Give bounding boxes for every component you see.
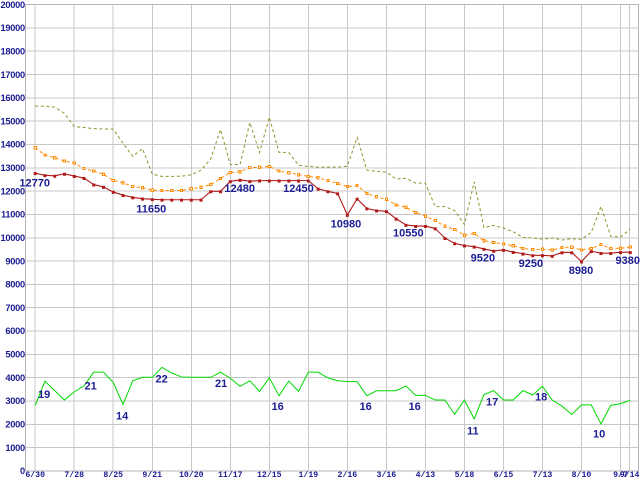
svg-text:12450: 12450 — [283, 183, 314, 195]
svg-text:11/17: 11/17 — [218, 470, 243, 480]
svg-text:9380: 9380 — [616, 255, 640, 267]
svg-text:8/10: 8/10 — [572, 470, 592, 480]
svg-text:9/14: 9/14 — [620, 470, 640, 480]
svg-text:20000: 20000 — [1, 0, 25, 10]
svg-text:13000: 13000 — [1, 163, 25, 173]
svg-text:0: 0 — [20, 466, 25, 476]
svg-text:12000: 12000 — [1, 186, 25, 196]
svg-text:14: 14 — [116, 411, 129, 423]
svg-text:3000: 3000 — [5, 396, 25, 406]
svg-text:10000: 10000 — [1, 233, 25, 243]
svg-text:7000: 7000 — [5, 303, 25, 313]
svg-text:10550: 10550 — [393, 228, 424, 240]
svg-text:5/18: 5/18 — [455, 470, 475, 480]
svg-text:19000: 19000 — [1, 23, 25, 33]
svg-text:7/13: 7/13 — [533, 470, 553, 480]
svg-text:1000: 1000 — [5, 443, 25, 453]
svg-text:18: 18 — [535, 392, 547, 404]
svg-text:16: 16 — [360, 401, 372, 413]
svg-text:16: 16 — [409, 401, 421, 413]
svg-text:6/30: 6/30 — [25, 470, 45, 480]
svg-text:10980: 10980 — [331, 219, 362, 231]
svg-text:11000: 11000 — [1, 210, 25, 220]
svg-text:1/19: 1/19 — [299, 470, 319, 480]
svg-text:11650: 11650 — [136, 204, 166, 216]
svg-text:8/25: 8/25 — [103, 470, 123, 480]
svg-text:18000: 18000 — [1, 46, 25, 56]
svg-text:10/20: 10/20 — [179, 470, 204, 480]
svg-text:2/16: 2/16 — [338, 470, 358, 480]
svg-text:11: 11 — [467, 426, 479, 438]
svg-text:16: 16 — [272, 401, 284, 413]
svg-text:7/28: 7/28 — [64, 470, 84, 480]
svg-text:8000: 8000 — [5, 280, 25, 290]
svg-text:9/21: 9/21 — [142, 470, 162, 480]
svg-text:5000: 5000 — [5, 350, 25, 360]
svg-text:15000: 15000 — [1, 116, 25, 126]
svg-text:4/13: 4/13 — [416, 470, 436, 480]
svg-text:12770: 12770 — [19, 178, 50, 190]
svg-text:9250: 9250 — [519, 258, 543, 270]
svg-text:6000: 6000 — [5, 326, 25, 336]
svg-text:9000: 9000 — [5, 256, 25, 266]
svg-text:16000: 16000 — [1, 93, 25, 103]
svg-text:19: 19 — [38, 389, 50, 401]
svg-text:3/16: 3/16 — [377, 470, 397, 480]
svg-text:12480: 12480 — [224, 183, 255, 195]
svg-text:12/15: 12/15 — [257, 470, 282, 480]
svg-text:4000: 4000 — [5, 373, 25, 383]
svg-text:6/15: 6/15 — [494, 470, 514, 480]
svg-text:9/7: 9/7 — [613, 470, 628, 480]
svg-text:21: 21 — [85, 381, 97, 393]
svg-text:14000: 14000 — [1, 140, 25, 150]
svg-text:2000: 2000 — [5, 419, 25, 429]
svg-text:17000: 17000 — [1, 70, 25, 80]
svg-text:10: 10 — [593, 429, 605, 441]
svg-text:22: 22 — [156, 374, 168, 386]
svg-text:8980: 8980 — [569, 265, 593, 277]
svg-text:21: 21 — [215, 378, 227, 390]
svg-text:17: 17 — [486, 397, 498, 409]
svg-text:9520: 9520 — [471, 253, 495, 265]
